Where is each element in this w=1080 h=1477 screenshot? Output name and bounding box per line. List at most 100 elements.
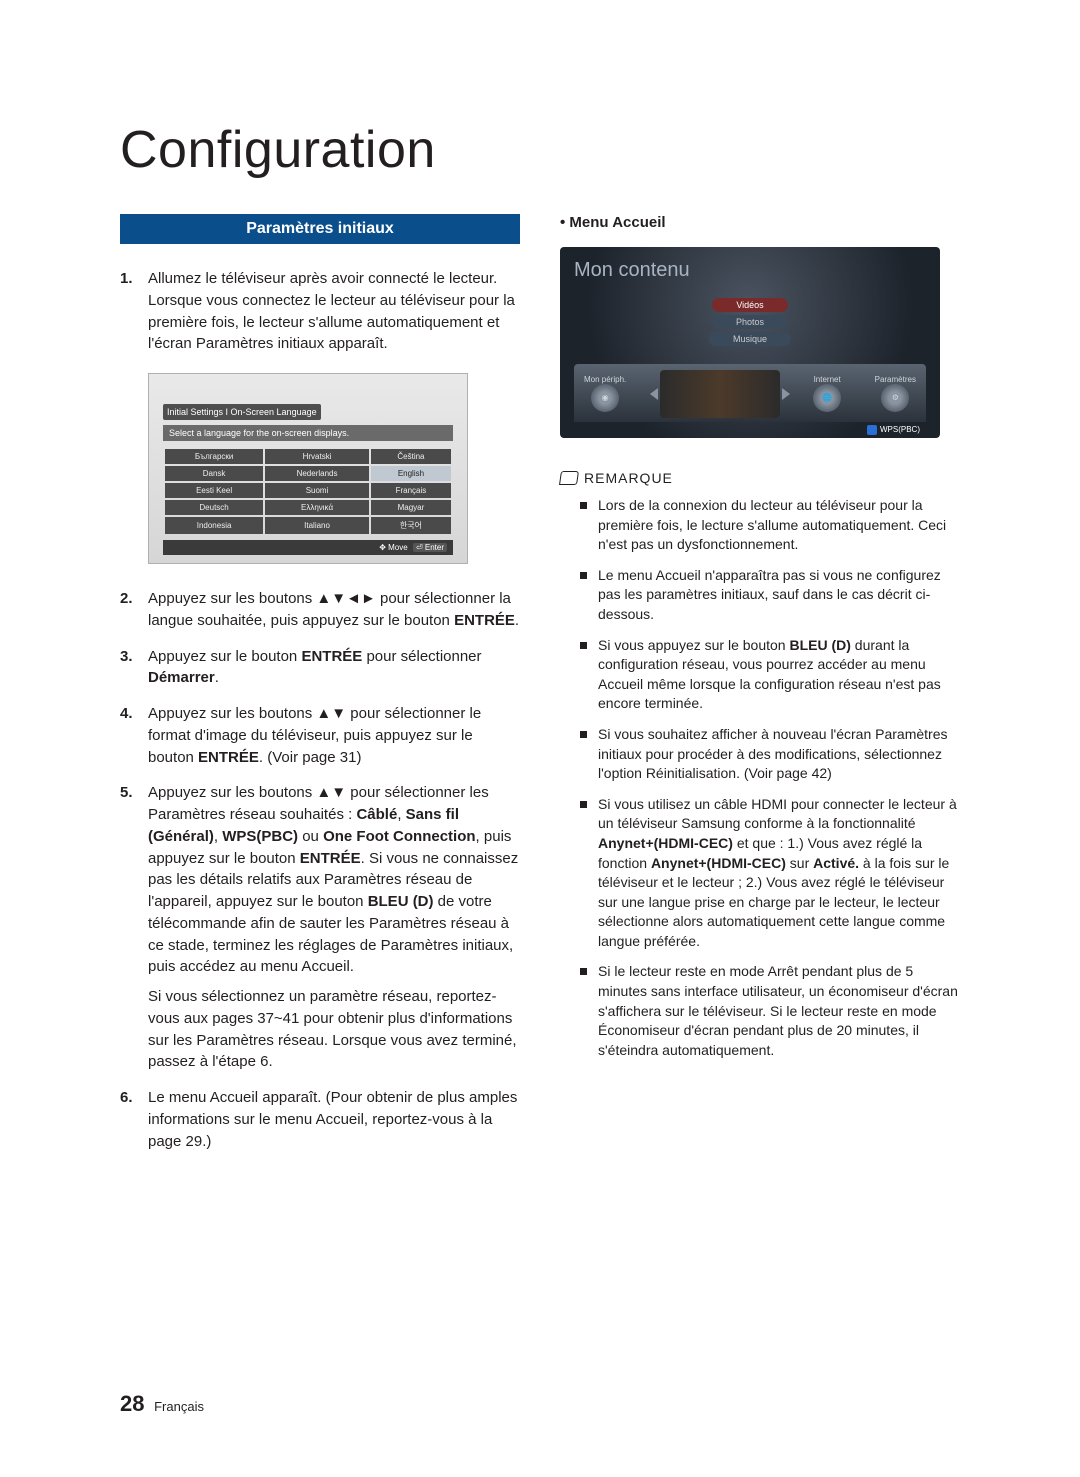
lang-cell: Hrvatski: [265, 449, 369, 464]
step-5: Appuyez sur les boutons ▲▼ pour sélectio…: [120, 782, 520, 1073]
remark-item: Si le lecteur reste en mode Arrêt pendan…: [598, 962, 960, 1060]
lang-cell: Magyar: [371, 500, 451, 515]
bold: ENTRÉE: [301, 648, 362, 665]
lang-cell: Indonesia: [165, 517, 263, 534]
bold: One Foot Connection: [323, 828, 475, 845]
lang-cell: Français: [371, 483, 451, 498]
text: Si vous appuyez sur le bouton: [598, 637, 789, 653]
home-shelf: Mon périph. ◉ Internet 🌐 Paramètres ⚙: [574, 364, 926, 422]
step-4: Appuyez sur les boutons ▲▼ pour sélectio…: [120, 703, 520, 768]
lang-cell: Български: [165, 449, 263, 464]
page-footer: 28 Français: [120, 1391, 204, 1417]
pill-stack: Vidéos Photos Musique: [574, 298, 926, 346]
text: ,: [214, 828, 222, 845]
table-row: Dansk Nederlands English: [165, 466, 451, 481]
remark-heading: REMARQUE: [560, 470, 960, 486]
remark-item: Lors de la connexion du lecteur au télév…: [598, 496, 960, 555]
shelf-periph: Mon périph. ◉: [584, 375, 626, 414]
carousel: [660, 370, 780, 418]
lang-cell: Dansk: [165, 466, 263, 481]
bold: WPS(PBC): [222, 828, 298, 845]
remark-item: Si vous appuyez sur le bouton BLEU (D) d…: [598, 636, 960, 714]
left-column: Paramètres initiaux Allumez le téléviseu…: [120, 214, 520, 1166]
enter-label: Enter: [425, 543, 444, 552]
table-row: Deutsch Ελληνικά Magyar: [165, 500, 451, 515]
bold: BLEU (D): [789, 637, 850, 653]
lang-cell-selected: English: [371, 466, 451, 481]
remark-item: Si vous souhaitez afficher à nouveau l'é…: [598, 725, 960, 784]
page-lang: Français: [154, 1399, 204, 1414]
remark-item: Le menu Accueil n'apparaîtra pas si vous…: [598, 566, 960, 625]
remark-item: Si vous utilisez un câble HDMI pour conn…: [598, 795, 960, 952]
text: .: [515, 612, 519, 629]
home-screen: Mon contenu Vidéos Photos Musique Mon pé…: [560, 247, 940, 438]
lang-cell: Eesti Keel: [165, 483, 263, 498]
bold: Activé.: [813, 855, 859, 871]
lang-table: Български Hrvatski Čeština Dansk Nederla…: [163, 447, 453, 536]
globe-icon: 🌐: [813, 384, 841, 412]
home-title: Mon contenu: [574, 259, 926, 282]
move-hint: ✥ Move: [376, 543, 411, 552]
shelf-label: Internet: [813, 375, 841, 384]
remarks-list: Lors de la connexion du lecteur au télév…: [560, 496, 960, 1060]
wps-tag: WPS(PBC): [574, 422, 926, 438]
text: pour sélectionner: [362, 648, 481, 665]
gear-icon: ⚙: [881, 384, 909, 412]
remark-label: REMARQUE: [584, 470, 673, 486]
pill-photos: Photos: [712, 315, 788, 329]
shelf-label: Mon périph.: [584, 375, 626, 384]
bold: BLEU (D): [368, 893, 434, 910]
table-row: Български Hrvatski Čeština: [165, 449, 451, 464]
page-title: Configuration: [120, 120, 960, 180]
text: . (Voir page 31): [259, 749, 362, 766]
bold: ENTRÉE: [198, 749, 259, 766]
text: Si vous utilisez un câble HDMI pour conn…: [598, 796, 957, 832]
lang-cell: Deutsch: [165, 500, 263, 515]
lang-cell: 한국어: [371, 517, 451, 534]
blue-d-icon: [867, 425, 877, 435]
bold: ENTRÉE: [300, 850, 361, 867]
lang-cell: Čeština: [371, 449, 451, 464]
lang-cell: Italiano: [265, 517, 369, 534]
step-1: Allumez le téléviseur après avoir connec…: [120, 268, 520, 355]
move-label: Move: [388, 543, 408, 552]
wps-label: WPS(PBC): [880, 425, 920, 434]
lang-screen-caption: Initial Settings I On-Screen Language: [163, 404, 321, 420]
bold: Anynet+(HDMI-CEC): [651, 855, 786, 871]
text: ,: [397, 806, 405, 823]
text: ou: [298, 828, 323, 845]
page-number: 28: [120, 1391, 144, 1416]
right-column: • Menu Accueil Mon contenu Vidéos Photos…: [560, 214, 960, 1166]
note-icon: [559, 471, 579, 485]
text: sur: [786, 855, 813, 871]
table-row: Indonesia Italiano 한국어: [165, 517, 451, 534]
step-2: Appuyez sur les boutons ▲▼◄► pour sélect…: [120, 588, 520, 632]
table-row: Eesti Keel Suomi Français: [165, 483, 451, 498]
lang-screen-inner: Initial Settings I On-Screen Language Se…: [149, 374, 467, 563]
bold: Démarrer: [148, 669, 215, 686]
enter-hint: ⏎ Enter: [413, 543, 447, 552]
text: Appuyez sur le bouton: [148, 648, 301, 665]
bold: Câblé: [356, 806, 397, 823]
step-6: Le menu Accueil apparaît. (Pour obtenir …: [120, 1087, 520, 1152]
bold: ENTRÉE: [454, 612, 515, 629]
lang-screen-sub: Select a language for the on-screen disp…: [163, 425, 453, 441]
shelf-params: Paramètres ⚙: [875, 375, 916, 414]
lang-screen: Initial Settings I On-Screen Language Se…: [148, 373, 468, 564]
pill-musique: Musique: [709, 332, 791, 346]
text: .: [215, 669, 219, 686]
step-3: Appuyez sur le bouton ENTRÉE pour sélect…: [120, 646, 520, 690]
pill-videos: Vidéos: [712, 298, 787, 312]
text: Si vous sélectionnez un paramètre réseau…: [148, 988, 517, 1070]
lang-cell: Ελληνικά: [265, 500, 369, 515]
lang-screen-footer: ✥ Move ⏎ Enter: [163, 540, 453, 555]
content-columns: Paramètres initiaux Allumez le téléviseu…: [120, 214, 960, 1166]
lang-cell: Suomi: [265, 483, 369, 498]
steps-list-cont: Appuyez sur les boutons ▲▼◄► pour sélect…: [120, 588, 520, 1152]
steps-list: Allumez le téléviseur après avoir connec…: [120, 268, 520, 355]
shelf-label: Paramètres: [875, 375, 916, 384]
menu-accueil-heading: • Menu Accueil: [560, 214, 960, 231]
disc-icon: ◉: [591, 384, 619, 412]
section-header: Paramètres initiaux: [120, 214, 520, 244]
shelf-internet: Internet 🌐: [813, 375, 841, 414]
